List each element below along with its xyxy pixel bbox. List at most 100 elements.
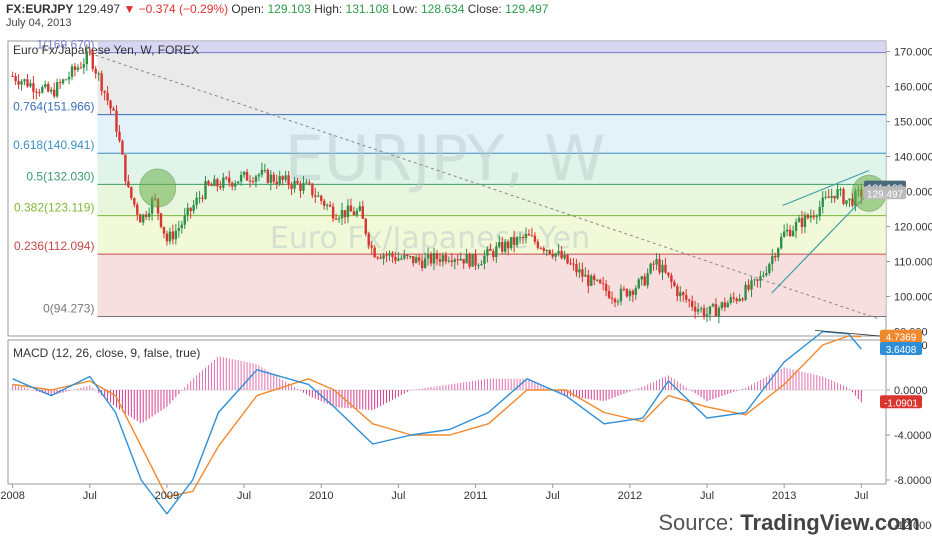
candle-body bbox=[726, 302, 729, 308]
candle-body bbox=[465, 253, 468, 264]
candle-body bbox=[423, 258, 427, 268]
candle-body bbox=[257, 174, 261, 177]
candle-body bbox=[245, 171, 249, 181]
candle-body bbox=[290, 184, 293, 189]
candle-body bbox=[435, 253, 439, 260]
candle-body bbox=[593, 275, 596, 281]
x-tick-label: Jul bbox=[237, 490, 251, 502]
candle-body bbox=[73, 66, 77, 70]
fib-level-label: 0.236(112.094) bbox=[14, 239, 95, 253]
candle-body bbox=[664, 264, 667, 273]
candle-body bbox=[631, 290, 635, 295]
candle-body bbox=[14, 76, 17, 81]
candle-body bbox=[688, 299, 691, 301]
candle-body bbox=[676, 286, 679, 297]
candle-body bbox=[426, 253, 430, 259]
x-tick-label: 2010 bbox=[309, 490, 333, 502]
candle-body bbox=[225, 177, 228, 179]
candle-body bbox=[447, 260, 451, 262]
candle-body bbox=[506, 241, 510, 249]
candle-body bbox=[121, 140, 124, 155]
candle-body bbox=[391, 253, 394, 257]
candle-body bbox=[183, 215, 186, 225]
candle-body bbox=[699, 308, 703, 310]
candle-body bbox=[729, 297, 732, 303]
candle-body bbox=[587, 274, 590, 286]
candle-body bbox=[349, 205, 353, 212]
candle-body bbox=[236, 181, 240, 184]
candle-body bbox=[738, 298, 741, 302]
candle-body bbox=[216, 179, 219, 187]
candle-body bbox=[112, 108, 115, 111]
candle-body bbox=[195, 197, 198, 206]
macd-value-tag-text: 4.7369 bbox=[886, 333, 917, 344]
candle-body bbox=[690, 300, 694, 307]
candle-body bbox=[489, 248, 492, 252]
candle-body bbox=[127, 181, 130, 187]
candle-body bbox=[141, 214, 145, 223]
candle-body bbox=[174, 230, 178, 240]
candle-body bbox=[604, 284, 608, 291]
candle-body bbox=[518, 236, 522, 238]
candle-body bbox=[622, 288, 626, 290]
candle-body bbox=[263, 169, 267, 171]
candle-body bbox=[685, 295, 688, 300]
candle-body bbox=[601, 283, 605, 285]
candle-body bbox=[213, 179, 216, 186]
candle-body bbox=[800, 218, 804, 227]
candle-body bbox=[670, 275, 673, 282]
candle-body bbox=[201, 197, 204, 199]
candle-body bbox=[254, 176, 258, 182]
source-prefix: Source: bbox=[658, 510, 741, 535]
candle-body bbox=[575, 263, 578, 273]
candle-body bbox=[453, 259, 456, 262]
candle-body bbox=[314, 195, 317, 197]
candle-body bbox=[646, 273, 649, 286]
candle-body bbox=[100, 73, 103, 91]
candle-body bbox=[272, 174, 275, 182]
candle-body bbox=[328, 204, 332, 207]
candle-body bbox=[643, 276, 646, 286]
x-tick-label: Jul bbox=[83, 490, 97, 502]
candle-body bbox=[762, 275, 765, 277]
candle-body bbox=[70, 66, 74, 77]
fib-band bbox=[97, 41, 886, 53]
candle-body bbox=[462, 258, 465, 264]
candle-body bbox=[296, 180, 299, 184]
candle-body bbox=[545, 250, 548, 252]
price-tick-label: 120.000 bbox=[894, 222, 932, 234]
candle-body bbox=[598, 279, 602, 284]
candle-body bbox=[346, 205, 350, 218]
price-pane-title: Euro Fx/Japanese Yen, W, FOREX bbox=[13, 43, 199, 57]
candle-body bbox=[788, 229, 792, 237]
candle-body bbox=[640, 276, 643, 280]
candle-body bbox=[337, 218, 341, 220]
candle-body bbox=[613, 298, 617, 303]
candle-body bbox=[578, 269, 581, 273]
fib-band bbox=[97, 114, 886, 154]
bar-date: July 04, 2013 bbox=[6, 17, 72, 29]
fib-level-label: 0.382(123.119) bbox=[14, 201, 95, 215]
x-tick-label: 2011 bbox=[464, 490, 488, 502]
candle-body bbox=[50, 89, 53, 92]
candle-body bbox=[569, 263, 572, 265]
candle-body bbox=[162, 226, 166, 234]
candle-body bbox=[673, 281, 676, 287]
candle-body bbox=[23, 79, 26, 82]
candle-body bbox=[233, 183, 237, 187]
candle-body bbox=[471, 253, 474, 267]
fib-level-label: 0.618(140.941) bbox=[13, 138, 94, 152]
candle-body bbox=[207, 181, 210, 185]
x-tick-label: 2009 bbox=[155, 490, 179, 502]
channel-upper-line bbox=[782, 169, 870, 207]
candle-body bbox=[774, 255, 777, 258]
candle-body bbox=[560, 251, 563, 259]
candle-body bbox=[498, 242, 501, 247]
candle-body bbox=[661, 264, 664, 273]
candle-body bbox=[551, 253, 554, 257]
candle-body bbox=[708, 306, 712, 315]
candle-body bbox=[441, 255, 445, 262]
candle-body bbox=[744, 284, 747, 300]
candle-body bbox=[842, 189, 845, 204]
